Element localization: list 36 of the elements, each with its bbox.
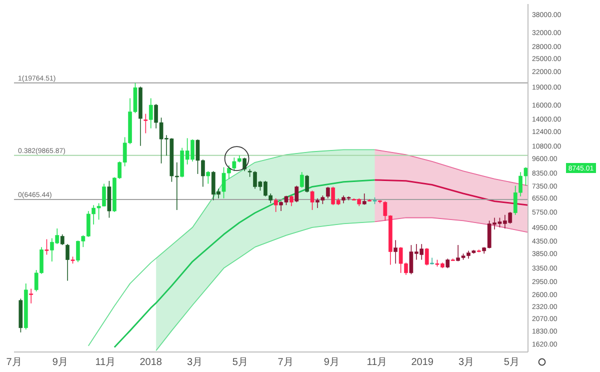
line-series	[114, 179, 376, 348]
x-tick-label: 5月	[504, 357, 520, 368]
candlestick	[305, 174, 309, 193]
candlestick	[206, 170, 210, 184]
line-series	[88, 149, 376, 346]
x-tick-label: 5月	[232, 357, 248, 368]
candlestick	[66, 244, 70, 282]
candlestick	[446, 258, 450, 269]
x-tick-label: 3月	[186, 357, 203, 368]
x-tick-label: 7月	[6, 357, 22, 368]
candlestick	[44, 238, 49, 256]
x-tick-label: 9月	[324, 357, 340, 368]
x-tick-label: 7月	[278, 357, 294, 368]
x-tick-label: 11月	[366, 357, 388, 368]
x-tick-label: 9月	[52, 357, 68, 368]
candlestick	[394, 240, 398, 264]
candlestick	[274, 198, 278, 212]
candlestick	[148, 98, 153, 129]
candlestick	[300, 172, 304, 188]
line-series	[374, 179, 528, 206]
candlestick	[144, 113, 148, 134]
x-tick-label: 3月	[458, 357, 474, 368]
candlestick	[326, 186, 330, 199]
line-series	[156, 221, 376, 352]
candlestick	[290, 195, 294, 207]
line-series	[374, 149, 528, 186]
candlestick	[310, 190, 314, 210]
x-tick-label: 2018	[140, 357, 162, 368]
line-series	[374, 217, 528, 233]
candlestick	[242, 157, 247, 172]
candlestick	[60, 234, 64, 246]
candlestick	[29, 288, 34, 304]
candlestick	[294, 185, 299, 203]
candlestick	[424, 248, 429, 266]
x-tick-label: 2019	[411, 357, 434, 368]
x-tick-label: 11月	[95, 357, 116, 368]
